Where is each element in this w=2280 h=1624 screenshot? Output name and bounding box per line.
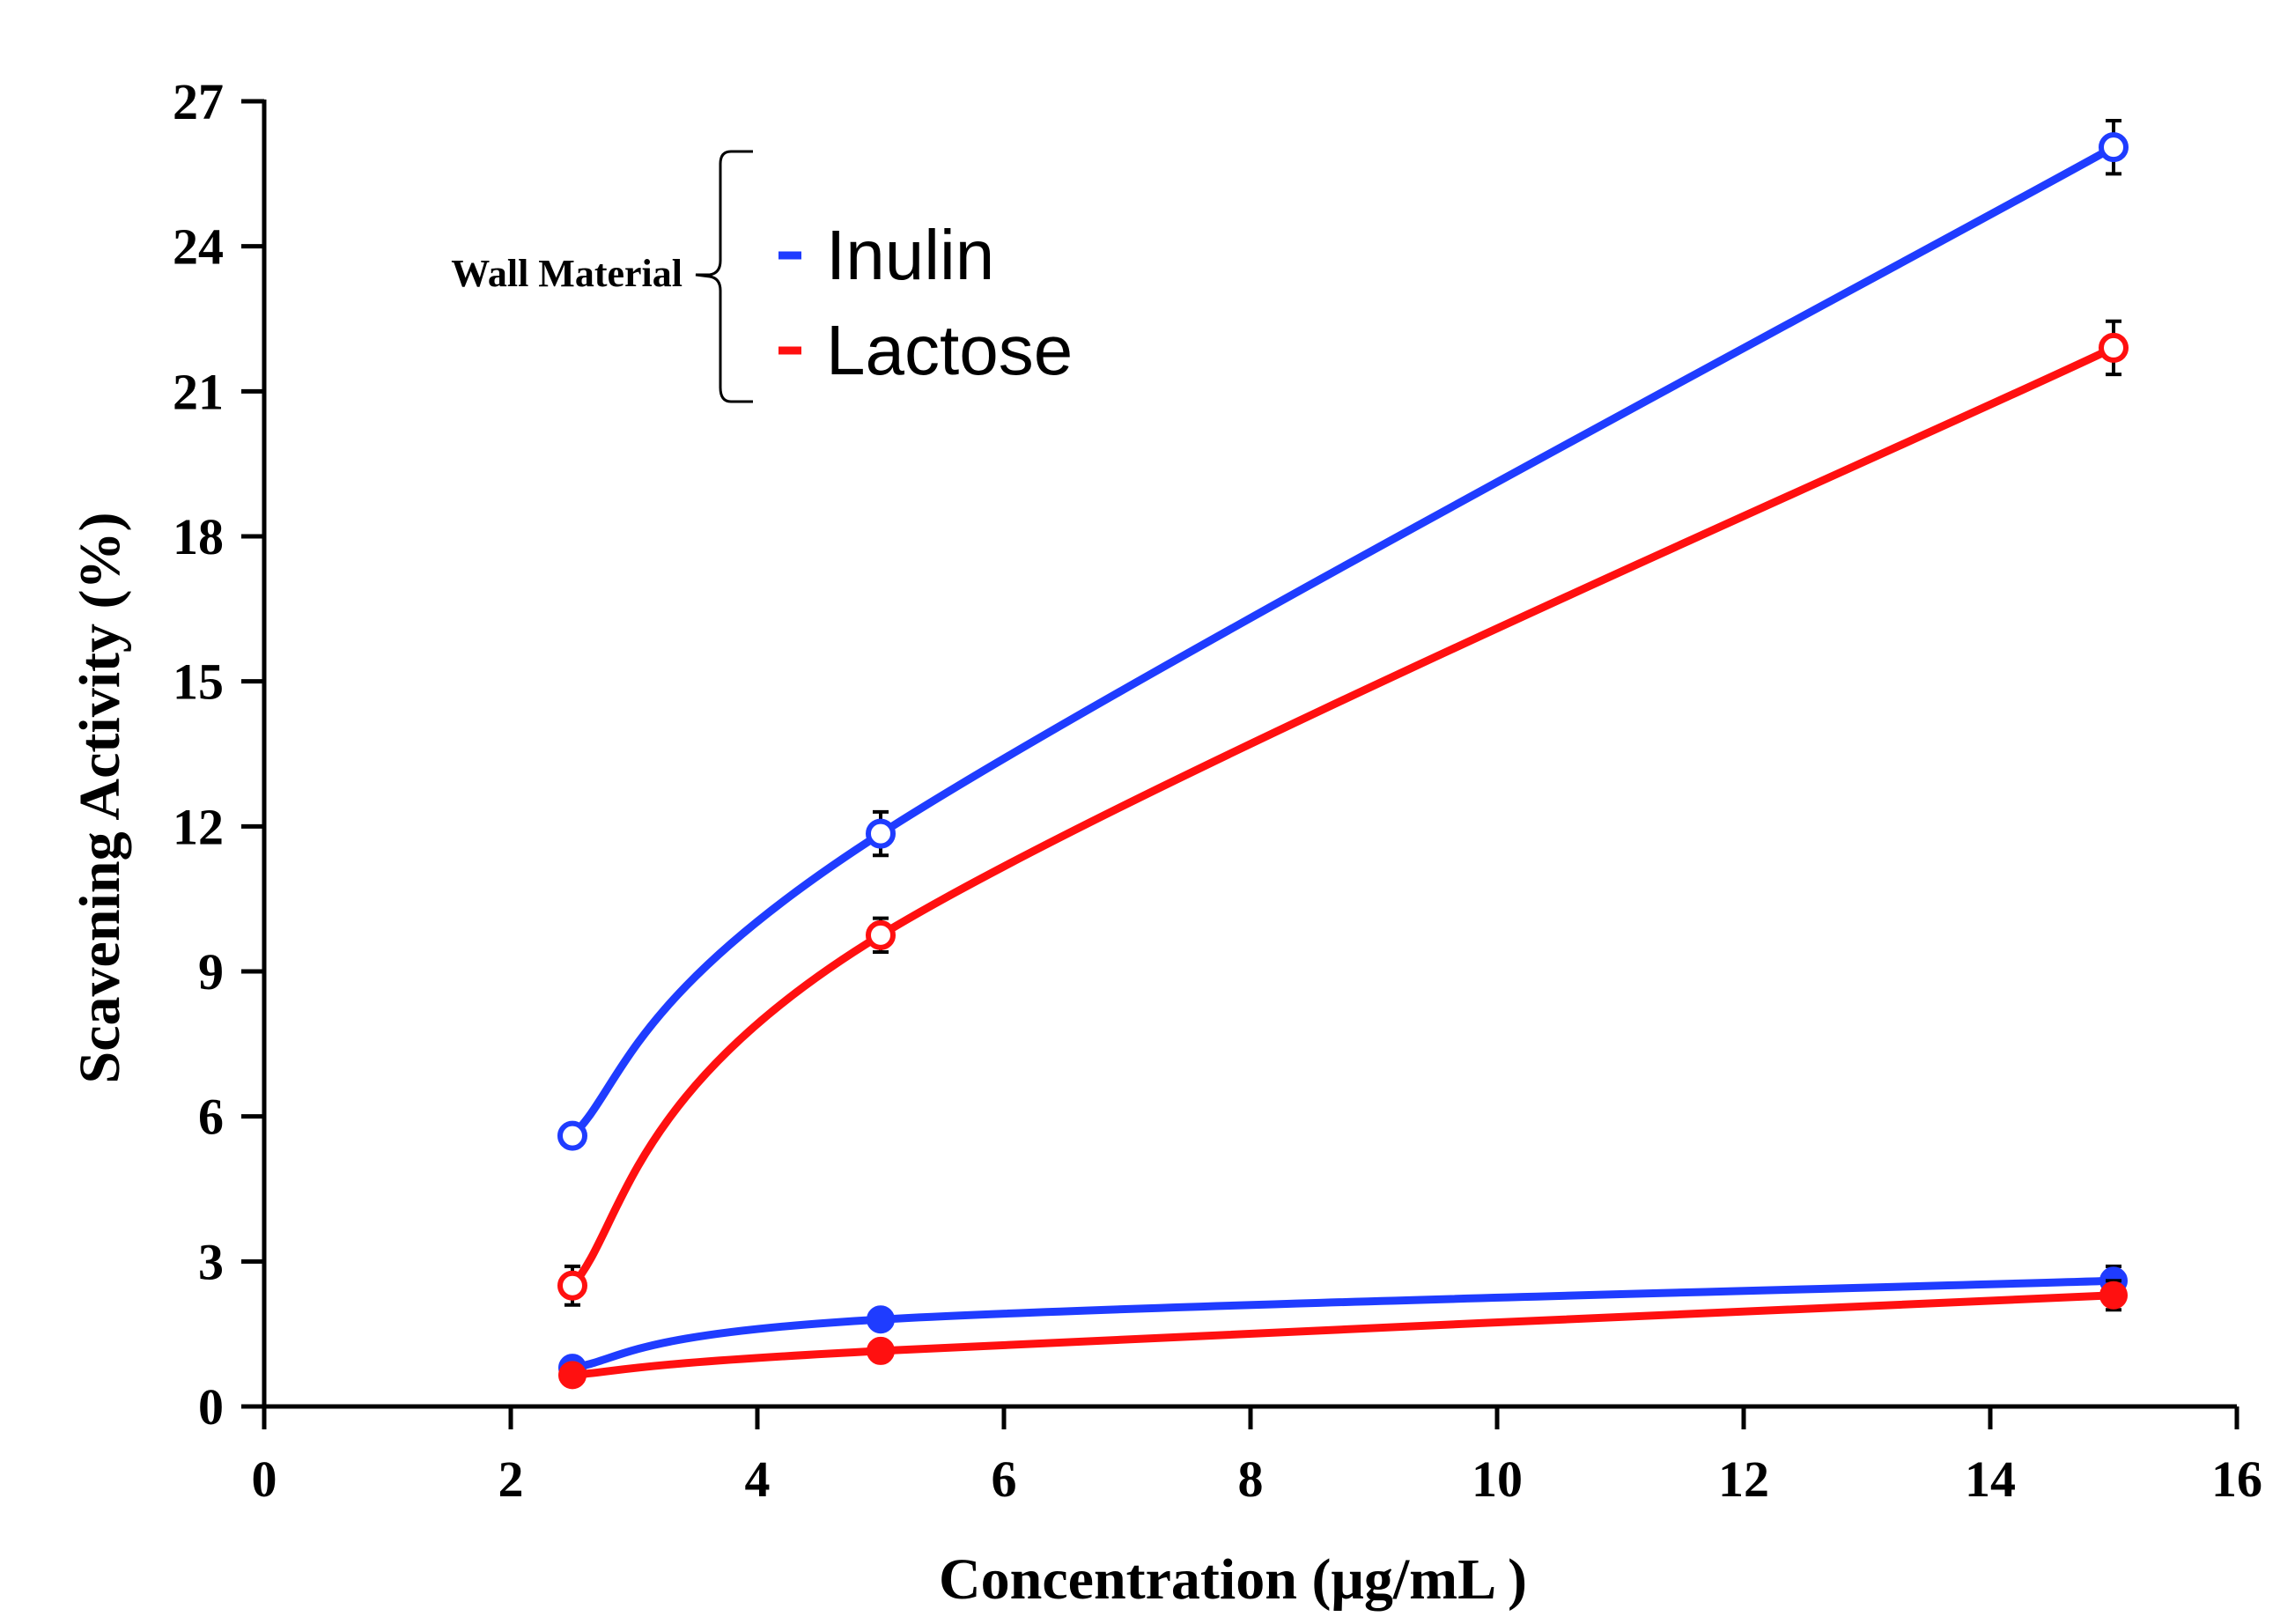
legend-entries: Inulin Lactose [778,216,1073,389]
series-line [568,1291,2118,1379]
legend-group-label: Wall Material [451,252,683,295]
series-lactose-filled [558,1279,2128,1390]
x-tick-label: 4 [745,1451,771,1508]
legend-entry-lactose: Lactose [778,311,1073,389]
x-tick-label: 10 [1472,1451,1523,1508]
legend-label: Lactose [826,311,1073,389]
legend-label: Inulin [826,216,994,294]
series-line [568,143,2118,1140]
y-tick-label: 3 [198,1233,224,1290]
y-tick-label: 6 [198,1089,224,1146]
data-point [2099,1281,2128,1310]
data-point [557,1120,587,1151]
legend: Wall Material Inulin Lactose [451,150,1073,403]
x-tick-label: 8 [1238,1451,1264,1508]
y-tick-label: 21 [173,363,224,420]
x-tick-label: 2 [498,1451,524,1508]
series-inulin-filled [558,1264,2128,1383]
x-tick-label: 16 [2211,1451,2262,1508]
series-line [568,1276,2118,1372]
y-tick-label: 12 [173,798,224,855]
y-tick-label: 18 [173,508,224,565]
data-point [866,919,896,950]
data-point [866,818,896,849]
data-point [2099,132,2129,163]
x-ticks: 0 2 4 6 8 10 12 14 16 [252,1406,2262,1508]
series-line [568,343,2118,1290]
x-tick-label: 6 [992,1451,1017,1508]
x-tick-label: 0 [252,1451,277,1508]
y-axis-title: Scavening Activity (%) [68,513,132,1084]
y-tick-label: 0 [198,1378,224,1436]
x-axis-title: Concentration (μg/mL ) [939,1547,1527,1612]
x-tick-label: 14 [1965,1451,2016,1508]
data-point [2099,332,2129,363]
data-point [558,1361,587,1390]
y-tick-label: 15 [173,653,224,711]
y-tick-label: 27 [173,73,224,130]
x-tick-label: 12 [1718,1451,1769,1508]
series-lactose-open [557,319,2129,1307]
series-inulin-open [557,118,2129,1151]
y-tick-label: 24 [173,218,224,276]
data-point [557,1270,587,1301]
data-point [867,1305,895,1334]
legend-brace-icon [695,150,753,403]
y-tick-label: 9 [198,943,224,1000]
data-point [867,1336,895,1365]
legend-entry-inulin: Inulin [778,216,994,294]
y-ticks: 0 3 6 9 12 15 18 21 24 27 [173,73,264,1436]
series-layer [557,118,2129,1390]
